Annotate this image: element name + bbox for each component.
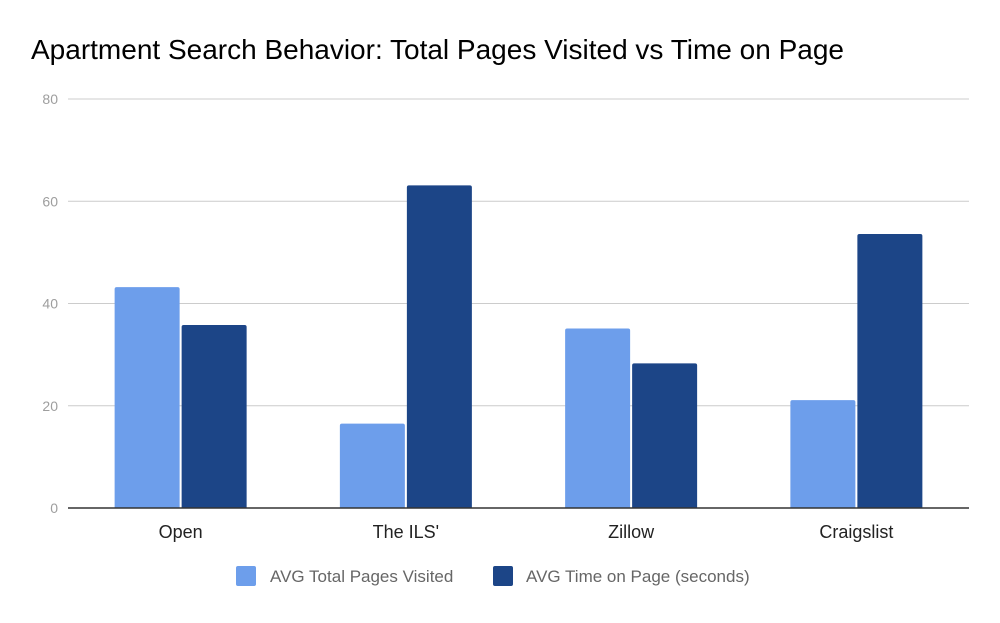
- bar-time-on-page: [181, 324, 247, 508]
- legend-swatch: [493, 566, 513, 586]
- x-tick-label: Open: [159, 522, 203, 542]
- chart-title: Apartment Search Behavior: Total Pages V…: [31, 34, 844, 65]
- legend: AVG Total Pages Visited AVG Time on Page …: [236, 566, 750, 586]
- bar-pages-visited: [790, 400, 856, 508]
- y-axis-tick-labels: 0 20 40 60 80: [42, 91, 58, 516]
- legend-label: AVG Total Pages Visited: [270, 567, 453, 586]
- legend-label: AVG Time on Page (seconds): [526, 567, 750, 586]
- bar-pages-visited: [114, 287, 180, 508]
- y-tick-label: 80: [42, 91, 58, 107]
- legend-swatch: [236, 566, 256, 586]
- y-tick-label: 40: [42, 296, 58, 312]
- x-tick-label: Zillow: [608, 522, 655, 542]
- bar-time-on-page: [632, 363, 698, 508]
- x-tick-label: Craigslist: [819, 522, 893, 542]
- bar-pages-visited: [565, 328, 631, 508]
- bar-time-on-page: [857, 233, 923, 508]
- bar-time-on-page: [406, 185, 472, 508]
- bar-pages-visited: [339, 423, 405, 508]
- x-axis-tick-labels: Open The ILS' Zillow Craigslist: [159, 522, 894, 542]
- y-tick-label: 0: [50, 500, 58, 516]
- bars: [114, 185, 923, 508]
- y-tick-label: 20: [42, 398, 58, 414]
- y-tick-label: 60: [42, 193, 58, 209]
- x-tick-label: The ILS': [373, 522, 439, 542]
